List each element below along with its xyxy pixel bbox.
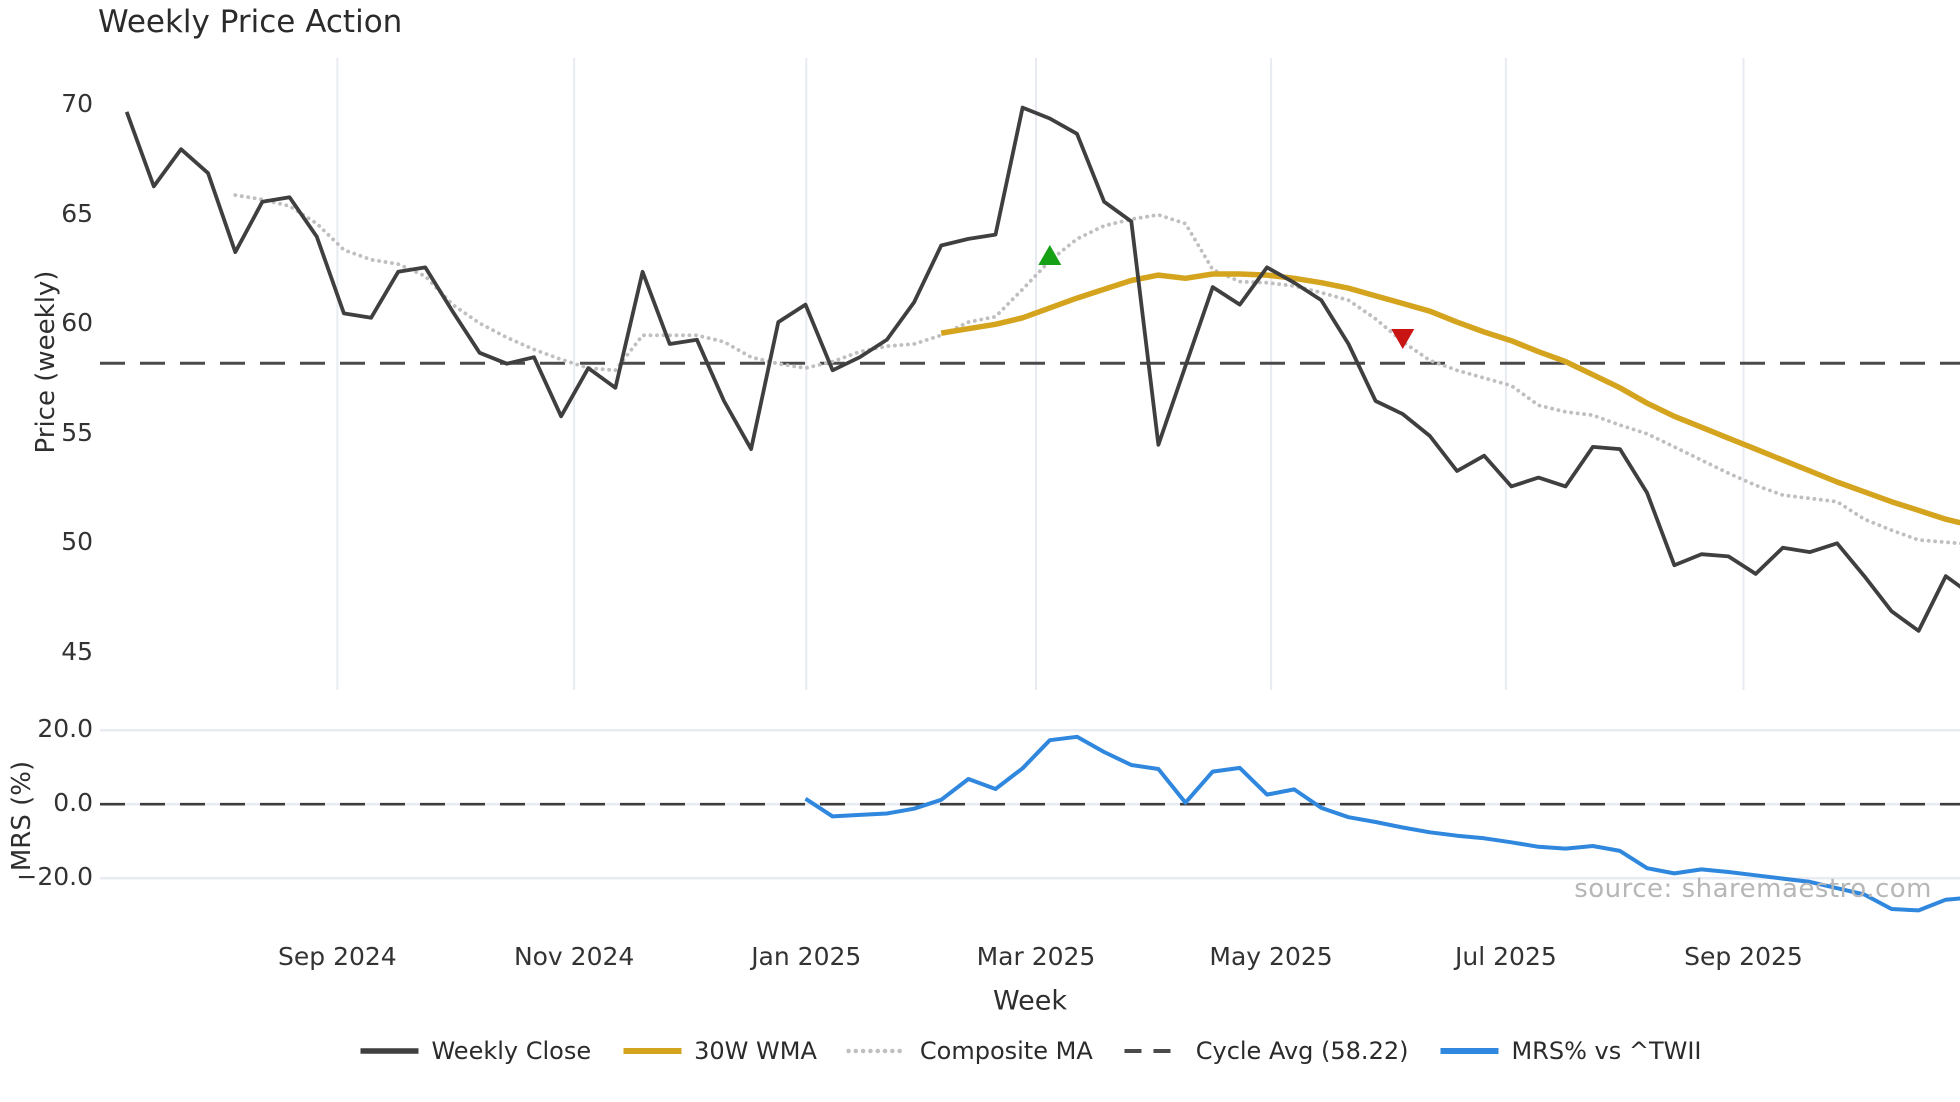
legend-label: 30W WMA bbox=[694, 1037, 817, 1065]
x-tick-label: Mar 2025 bbox=[976, 942, 1096, 971]
price-y-tick-label: 55 bbox=[61, 417, 93, 447]
price-y-tick-label: 70 bbox=[61, 89, 93, 119]
mrs-vs-twii-line bbox=[804, 734, 1960, 913]
legend-item-cycle-avg-58-22: Cycle Avg (58.22) bbox=[1123, 1037, 1409, 1065]
x-tick-label: Nov 2024 bbox=[513, 942, 635, 971]
composite-ma-line bbox=[233, 193, 1960, 546]
mrs-y-tick-label: 20.0 bbox=[37, 714, 93, 744]
legend-item-30w-wma: 30W WMA bbox=[621, 1037, 817, 1065]
price-y-tick-label: 60 bbox=[61, 308, 93, 338]
30w-wma-line bbox=[940, 271, 1960, 526]
legend-swatch-dashed bbox=[1124, 1049, 1183, 1053]
legend-item-composite-ma: Composite MA bbox=[846, 1037, 1093, 1065]
legend-item-weekly-close: Weekly Close bbox=[358, 1037, 591, 1065]
x-axis-label: Week bbox=[993, 985, 1067, 1017]
up-signal-marker bbox=[1038, 244, 1062, 265]
legend-swatch-dotted bbox=[846, 1048, 909, 1054]
legend-label: MRS% vs ^TWII bbox=[1511, 1037, 1702, 1065]
x-tick-label: Sep 2025 bbox=[1684, 942, 1803, 971]
x-tick-label: Sep 2024 bbox=[278, 942, 397, 971]
legend-swatch-solid bbox=[1440, 1048, 1499, 1054]
chart-title: Weekly Price Action bbox=[98, 4, 403, 40]
legend-label: Cycle Avg (58.22) bbox=[1195, 1037, 1409, 1065]
mrs-y-tick-label: −20.0 bbox=[16, 862, 93, 892]
x-tick-label: May 2025 bbox=[1209, 942, 1333, 971]
price-y-tick-label: 50 bbox=[61, 527, 93, 557]
price-y-tick-label: 65 bbox=[61, 198, 93, 228]
legend-swatch-solid bbox=[623, 1048, 682, 1054]
watermark: source: sharemaestro.com bbox=[1574, 874, 1932, 904]
down-signal-marker bbox=[1391, 328, 1415, 349]
weekly-close-line bbox=[124, 105, 1960, 633]
legend-label: Weekly Close bbox=[431, 1037, 592, 1065]
legend-label: Composite MA bbox=[919, 1037, 1093, 1065]
x-tick-label: Jan 2025 bbox=[751, 942, 862, 971]
mrs-y-tick-label: 0.0 bbox=[53, 788, 93, 818]
legend-swatch-solid bbox=[360, 1048, 419, 1054]
x-tick-label: Jul 2025 bbox=[1455, 942, 1557, 971]
price-y-tick-label: 45 bbox=[61, 636, 93, 666]
legend: Weekly Close 30W WMA Composite MA Cycle Avg… bbox=[358, 1037, 1702, 1065]
legend-item-mrs-vs-twii: MRS% vs ^TWII bbox=[1438, 1037, 1702, 1065]
